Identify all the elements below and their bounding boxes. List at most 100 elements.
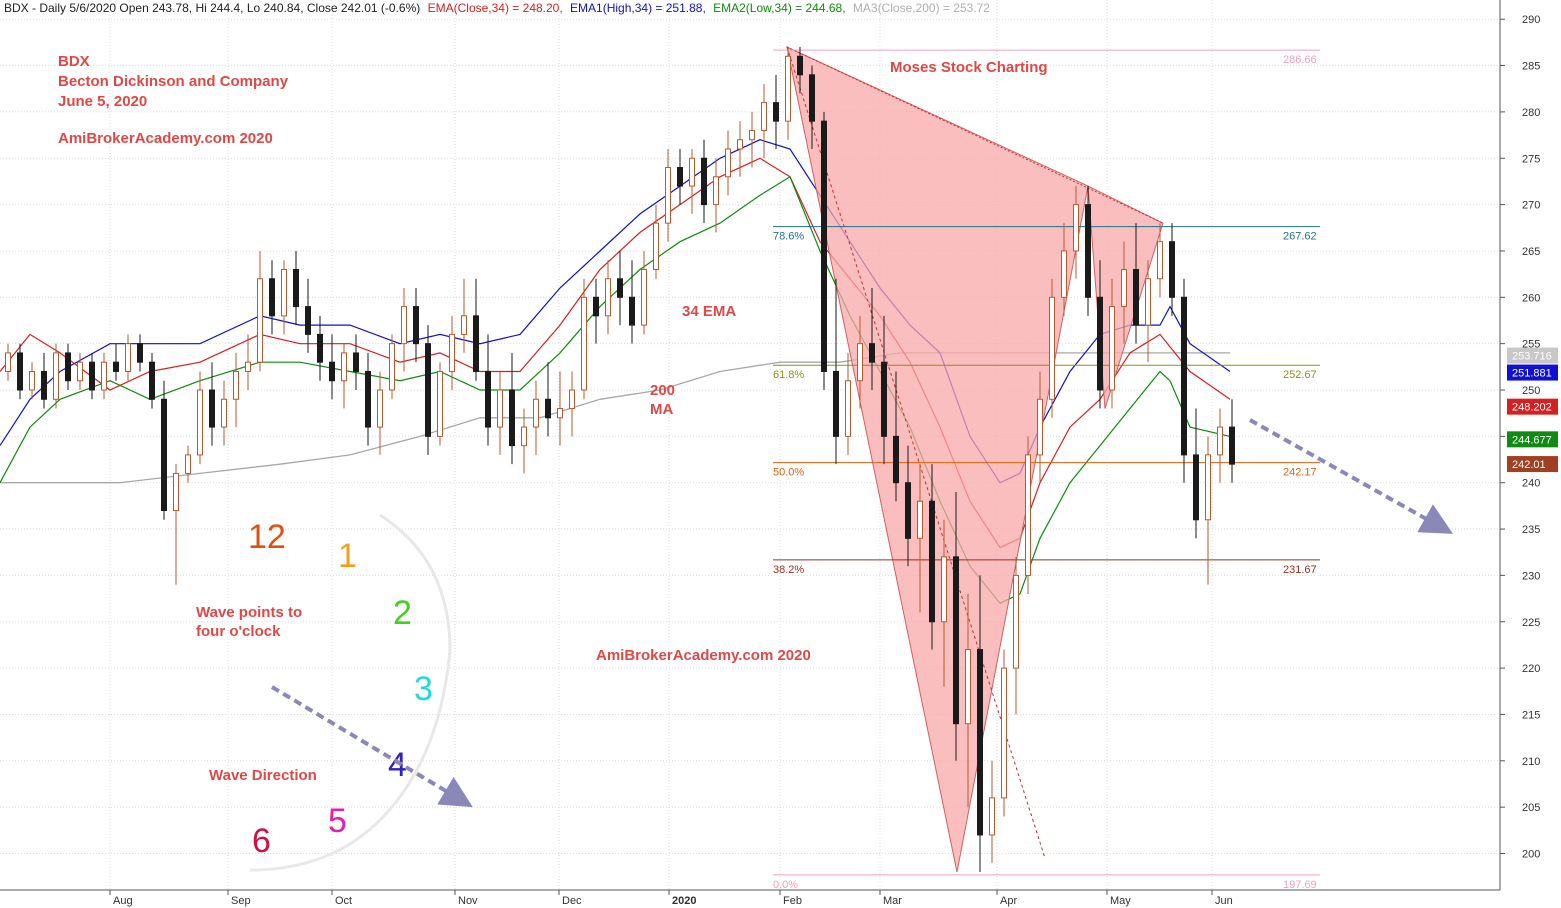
symbol-label: BDX xyxy=(58,53,90,70)
y-axis-ticks: 2002052102152202252302352402452502552602… xyxy=(1500,14,1540,861)
x-axis-ticks: Aug Sep Oct Nov Dec 2020 Feb Mar Apr May Jun xyxy=(109,890,1233,907)
y-tick-label: 220 xyxy=(1522,663,1540,675)
candle-body xyxy=(137,343,143,363)
x-tick-label: Sep xyxy=(231,895,251,907)
fib-value: 252.67 xyxy=(1283,369,1317,381)
fib-label: 50.0% xyxy=(773,467,804,479)
ema-close-line xyxy=(0,157,1231,549)
candle-body xyxy=(1205,454,1211,521)
ema-close-badge-text: 248.202 xyxy=(1512,402,1552,414)
header-ema1: EMA1(High,34) = 251.88, xyxy=(570,1,706,15)
candle-body xyxy=(917,500,923,539)
candle-body xyxy=(845,380,851,437)
fib-label: 61.8% xyxy=(773,369,804,381)
candle-body xyxy=(665,167,671,224)
candle-body xyxy=(77,361,83,382)
ma200-badge-box xyxy=(1507,347,1558,364)
moses-label: Moses Stock Charting xyxy=(890,59,1048,76)
ema-low-badge-text: 244.677 xyxy=(1512,434,1552,446)
ma200-label-a: 200 xyxy=(650,382,675,399)
candle-body xyxy=(245,361,251,372)
candle-body xyxy=(485,370,491,428)
y-tick-label: 250 xyxy=(1522,385,1540,397)
candle-body xyxy=(461,315,467,335)
candle-body xyxy=(221,398,227,428)
ema-close-badge-box xyxy=(1507,398,1558,415)
candle-body xyxy=(41,370,47,400)
ema-high-badge-text: 251.881 xyxy=(1512,368,1552,380)
candle-body xyxy=(365,370,371,428)
ema-low-badge-box xyxy=(1507,431,1558,448)
y-tick-label: 230 xyxy=(1522,570,1540,582)
x-tick-label: Dec xyxy=(562,895,582,907)
candle-body xyxy=(185,454,191,474)
clock-1: 1 xyxy=(338,537,357,575)
y-tick-label: 290 xyxy=(1522,14,1540,26)
x-tick-label: Apr xyxy=(1000,895,1017,907)
x-tick-label: Mar xyxy=(883,895,902,907)
candle-body xyxy=(929,500,935,623)
candle-body xyxy=(1037,398,1043,456)
candle-body xyxy=(353,352,359,372)
candle-body xyxy=(113,361,119,372)
x-tick-label: Feb xyxy=(783,895,802,907)
header-line: BDX - Daily 5/6/2020 Open 243.78, Hi 244… xyxy=(4,1,990,15)
candle-body xyxy=(593,296,599,317)
y-tick-label: 265 xyxy=(1522,246,1540,258)
candle-body xyxy=(5,352,11,372)
candle-body xyxy=(761,102,767,131)
y-tick-label: 235 xyxy=(1522,524,1540,536)
candle-body xyxy=(401,306,407,345)
candle-body xyxy=(629,296,635,326)
x-tick-label: May xyxy=(1110,895,1131,907)
candle-body xyxy=(29,370,35,391)
header-ema2: EMA2(Low,34) = 244.68, xyxy=(713,1,845,15)
fib-value: 286.66 xyxy=(1283,54,1317,66)
candle-body xyxy=(617,278,623,298)
candlestick-series xyxy=(5,47,1235,873)
candle-body xyxy=(533,398,539,428)
candle-body xyxy=(641,268,647,326)
candle-body xyxy=(737,139,743,150)
fib-label: 78.6% xyxy=(773,231,804,243)
fib-value: 231.67 xyxy=(1283,564,1317,576)
ema34-label: 34 EMA xyxy=(682,303,736,320)
candle-body xyxy=(1193,454,1199,521)
candle-body xyxy=(869,343,875,363)
candle-body xyxy=(341,352,347,382)
candle-body xyxy=(161,398,167,512)
candle-body xyxy=(857,343,863,382)
candle-body xyxy=(521,426,527,447)
x-tick-label: Oct xyxy=(335,895,352,907)
candle-body xyxy=(1145,278,1151,326)
candle-body xyxy=(377,389,383,428)
y-tick-label: 275 xyxy=(1522,153,1540,165)
candle-body xyxy=(677,167,683,187)
candle-body xyxy=(989,797,995,836)
brand-mid-label: AmiBrokerAcademy.com 2020 xyxy=(596,647,811,664)
candle-body xyxy=(545,398,551,419)
candle-body xyxy=(977,649,983,836)
candle-body xyxy=(281,268,287,317)
candle-body xyxy=(725,148,731,178)
candle-body xyxy=(269,278,275,317)
candle-body xyxy=(17,352,23,391)
x-tick-label: 2020 xyxy=(672,895,696,907)
candle-body xyxy=(557,408,563,419)
candle-body xyxy=(797,55,803,76)
y-tick-label: 260 xyxy=(1522,292,1540,304)
pattern-xd-line xyxy=(786,46,1164,224)
company-label: Becton Dickinson and Company xyxy=(58,73,289,90)
fib-value: 267.62 xyxy=(1283,231,1317,243)
candle-body xyxy=(197,389,203,456)
y-tick-label: 200 xyxy=(1522,849,1540,861)
header-ma3: MA3(Close,200) = 253.72 xyxy=(853,1,990,15)
candle-body xyxy=(1001,667,1007,799)
trend-direction-arrow xyxy=(1249,418,1453,534)
clock-3: 3 xyxy=(414,670,433,708)
ma200-line xyxy=(0,352,1230,484)
candle-body xyxy=(449,333,455,372)
close-badge-text: 242.01 xyxy=(1512,459,1546,471)
wave-points-label-b: four o'clock xyxy=(196,623,281,640)
